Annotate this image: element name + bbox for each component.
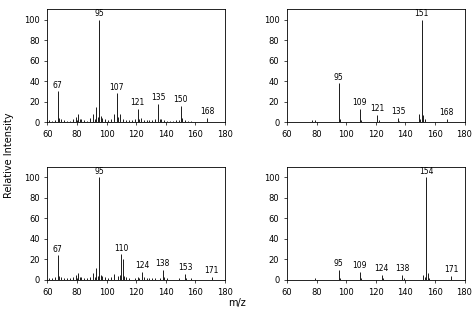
Text: 95: 95 <box>334 259 344 268</box>
Text: 138: 138 <box>155 259 170 268</box>
Text: 153: 153 <box>178 263 192 272</box>
Text: 95: 95 <box>94 167 104 176</box>
Text: 95: 95 <box>94 9 104 18</box>
Text: 109: 109 <box>352 98 367 107</box>
Text: 138: 138 <box>395 264 410 273</box>
Text: 135: 135 <box>391 107 405 116</box>
Text: 135: 135 <box>151 93 165 102</box>
Text: 168: 168 <box>439 109 454 118</box>
Text: m/z: m/z <box>228 298 246 308</box>
Text: Relative Intensity: Relative Intensity <box>4 113 15 198</box>
Text: 171: 171 <box>204 266 219 275</box>
Text: 121: 121 <box>370 104 384 113</box>
Text: 121: 121 <box>130 98 145 107</box>
Text: 124: 124 <box>135 261 149 270</box>
Text: 110: 110 <box>114 244 128 253</box>
Text: 151: 151 <box>414 9 429 18</box>
Text: 107: 107 <box>109 83 124 92</box>
Text: 124: 124 <box>374 264 389 273</box>
Text: 154: 154 <box>419 167 433 176</box>
Text: 171: 171 <box>444 265 458 274</box>
Text: 168: 168 <box>200 107 214 116</box>
Text: 150: 150 <box>173 95 188 104</box>
Text: 67: 67 <box>53 245 63 254</box>
Text: 95: 95 <box>334 72 344 81</box>
Text: 67: 67 <box>53 81 63 90</box>
Text: 109: 109 <box>352 261 367 270</box>
